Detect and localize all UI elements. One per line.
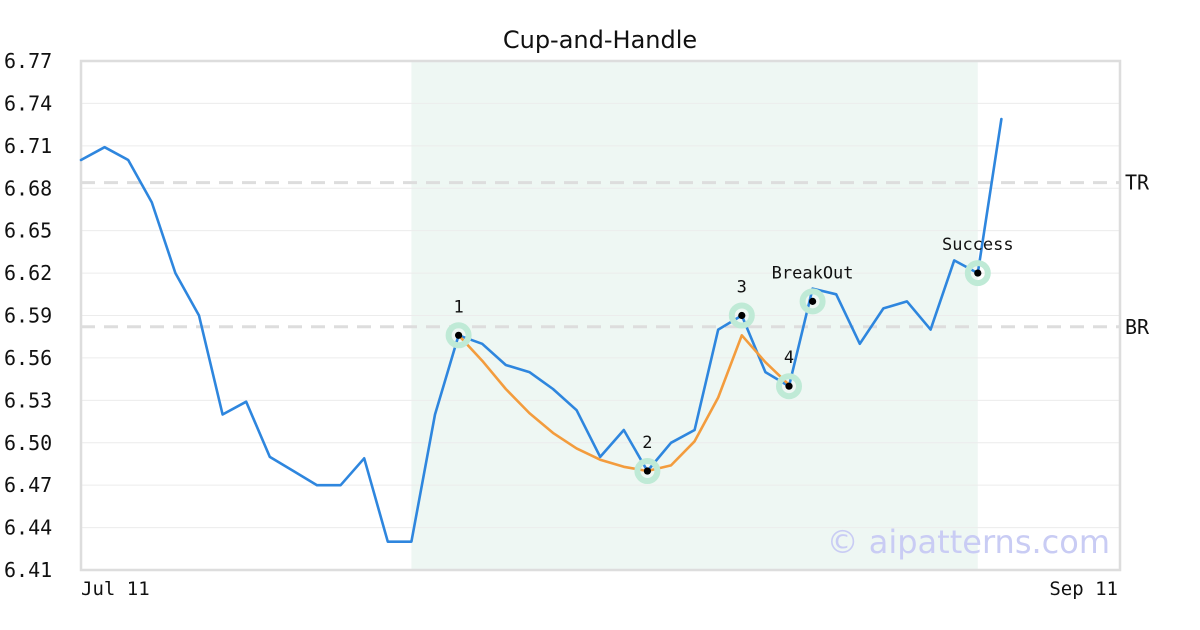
point-label: BreakOut [772,263,854,283]
cup-fit-line [457,333,791,473]
point-halo [634,458,661,485]
y-tick-label: 6.74 [4,91,52,115]
point-label: 1 [453,297,463,317]
plot-frame [79,59,1122,572]
chart-title: Cup-and-Handle [503,26,697,54]
point-marker [455,331,463,339]
point-halo [728,302,755,329]
point-marker [643,467,652,475]
y-tick-label: 6.65 [4,219,52,243]
point-halo [799,288,826,315]
point-label: 3 [737,278,747,298]
point-marker [738,311,746,320]
point-marker [785,382,793,390]
y-tick-label: 6.56 [4,346,52,370]
level-label: BR [1125,315,1150,339]
point-label: Success [942,235,1014,255]
point-label: 4 [784,348,794,368]
price-line [79,117,1003,544]
point-marker [974,269,982,277]
point-marker [809,297,817,305]
pattern-points: 1 2 3 4 BreakOut Success [445,235,1014,485]
watermark: © aipatterns.com [827,523,1110,561]
level-lines: TR BR [81,171,1150,339]
y-tick-label: 6.50 [4,431,52,455]
y-tick-label: 6.71 [4,134,52,158]
y-tick-label: 6.53 [4,388,52,412]
y-tick-label: 6.59 [4,304,52,328]
y-tick-label: 6.41 [4,558,52,582]
y-tick-label: 6.47 [4,473,52,497]
y-axis-ticks: 6.77 6.74 6.71 6.68 6.65 6.62 6.59 6.56 6.53 6.50… [4,49,52,582]
level-label: TR [1125,171,1150,195]
point-label: 2 [642,433,652,453]
y-tick-label: 6.77 [4,49,52,73]
point-halo [776,373,802,400]
y-tick-label: 6.68 [4,176,52,200]
point-halo [445,322,472,349]
point-halo [964,260,991,287]
y-tick-label: 6.62 [4,261,52,285]
series-lines [79,117,1003,544]
x-tick-label: Sep 11 [1049,578,1118,600]
x-tick-label: Jul 11 [81,578,150,600]
x-axis-ticks: Jul 11 Sep 11 [81,578,1118,600]
y-tick-label: 6.44 [4,516,52,540]
